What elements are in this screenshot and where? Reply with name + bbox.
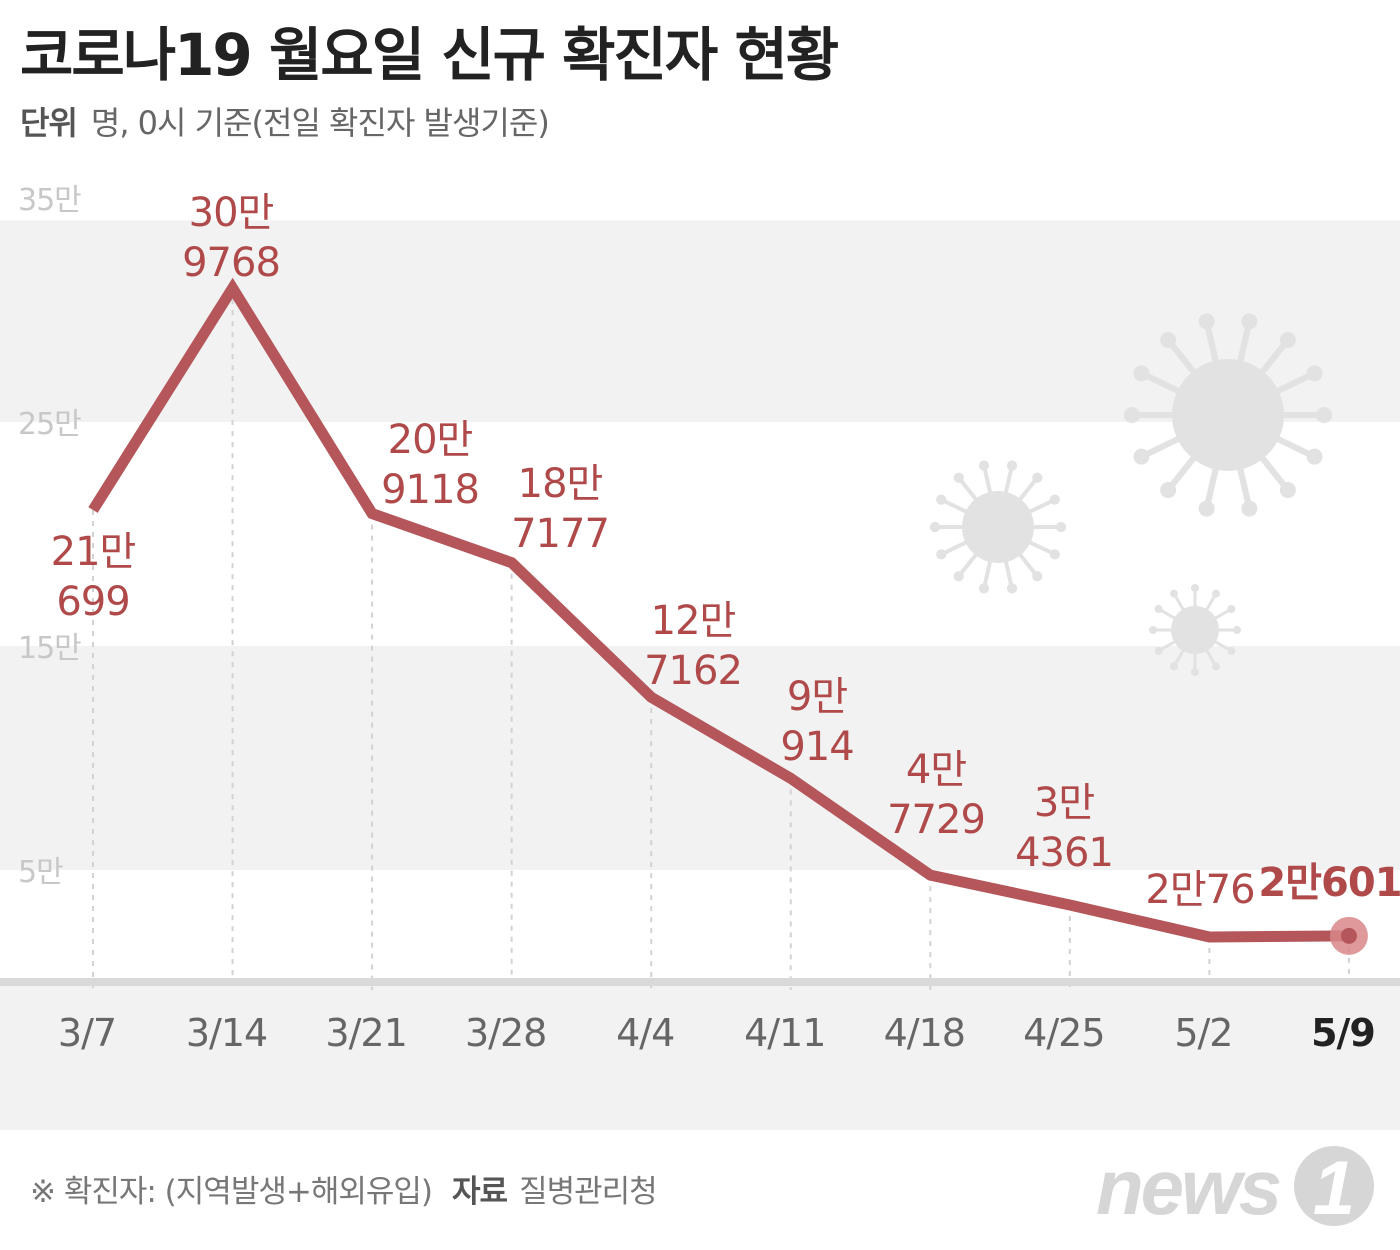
- virus-icon: [929, 460, 1067, 594]
- logo-circle: [1294, 1146, 1374, 1226]
- x-axis: [0, 978, 1400, 986]
- data-label: 21만: [51, 529, 136, 575]
- logo-numeral: 1: [1313, 1146, 1355, 1231]
- data-label: 914: [780, 724, 853, 770]
- chart-title: 코로나19 월요일 신규 확진자 현황: [20, 21, 839, 89]
- data-label: 2만601: [1258, 860, 1400, 906]
- x-axis-line: [0, 978, 1400, 986]
- data-label: 9768: [182, 240, 280, 286]
- source-text: 질병관리청: [519, 1174, 658, 1210]
- data-label: 2만76: [1145, 867, 1254, 913]
- y-tick-label: 15만: [18, 631, 81, 666]
- footer-note: ※ 확진자: (지역발생+해외유입) 자료 질병관리청: [30, 1166, 658, 1211]
- x-tick-label: 3/28: [465, 1011, 546, 1055]
- data-label: 4361: [1015, 830, 1113, 876]
- unit-note: 단위 명, 0시 기준(전일 확진자 발생기준): [20, 98, 550, 144]
- virus-icon: [1149, 584, 1241, 676]
- data-label: 3만: [1034, 780, 1094, 826]
- x-tick-label: 4/4: [616, 1011, 674, 1055]
- logo-wordmark: news: [1096, 1143, 1280, 1231]
- x-tick-label: 3/7: [58, 1011, 116, 1055]
- band-bottom: [0, 982, 1400, 1130]
- virus-icon: [1124, 313, 1332, 517]
- source-label: 자료: [452, 1174, 508, 1210]
- x-tick-label: 5/2: [1174, 1011, 1232, 1055]
- data-label: 9118: [381, 467, 479, 513]
- data-label: 699: [56, 579, 129, 625]
- y-axis-labels: 35만 25만 15만 5만: [18, 183, 82, 890]
- y-tick-label: 35만: [18, 183, 81, 218]
- x-tick-label: 4/18: [884, 1011, 965, 1055]
- data-label: 4만: [906, 747, 966, 793]
- x-tick-label: 4/25: [1023, 1011, 1104, 1055]
- x-tick-label: 5/9: [1311, 1011, 1375, 1055]
- data-label: 18만: [518, 461, 603, 507]
- band-mid: [0, 646, 1400, 870]
- x-axis-labels: 3/7 3/14 3/21 3/28 4/4 4/11 4/18 4/25 5/2 5/9: [58, 1011, 1376, 1055]
- x-tick-label: 3/14: [186, 1011, 267, 1055]
- data-label: 9만: [787, 674, 847, 720]
- series-line: [88, 277, 1350, 943]
- x-tick-label: 3/21: [325, 1011, 406, 1055]
- data-label: 7162: [644, 648, 742, 694]
- data-label: 12만: [651, 598, 736, 644]
- data-point: [1340, 927, 1357, 944]
- data-label: 30만: [189, 190, 274, 236]
- x-tick-label: 4/11: [744, 1011, 825, 1055]
- data-label: 20만: [388, 417, 473, 463]
- news1-logo: news 1: [1096, 1143, 1374, 1231]
- data-label: 7177: [511, 511, 609, 557]
- data-label: 7729: [887, 797, 985, 843]
- data-line-group: [88, 277, 1368, 955]
- footer: ※ 확진자: (지역발생+해외유입) 자료 질병관리청 news 1: [0, 1130, 1400, 1250]
- unit-text: 명, 0시 기준(전일 확진자 발생기준): [90, 104, 550, 142]
- y-tick-label: 25만: [18, 407, 81, 442]
- unit-label: 단위: [20, 104, 78, 142]
- note-text: ※ 확진자: (지역발생+해외유입): [30, 1174, 433, 1210]
- virus-decorations: [929, 313, 1332, 676]
- y-tick-label: 5만: [18, 855, 63, 890]
